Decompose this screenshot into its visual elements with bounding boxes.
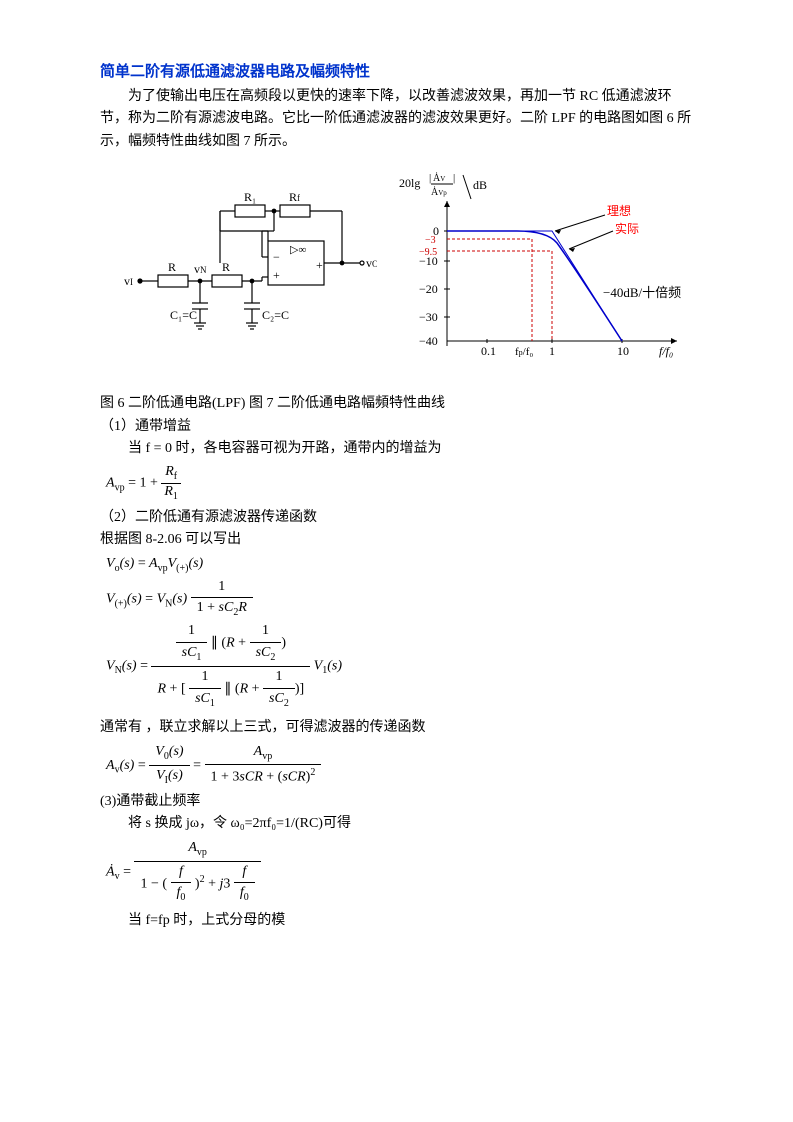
- doc-title: 简单二阶有源低通滤波器电路及幅频特性: [100, 60, 693, 84]
- svg-text:f/f₀: f/f₀: [659, 344, 673, 358]
- svg-text:−3: −3: [425, 235, 436, 246]
- figure-row: R₁ Rf vI R vN C₁=C R: [120, 171, 693, 371]
- svg-text:R: R: [222, 260, 230, 274]
- formula-avp: Avp = 1 + RfR1: [106, 464, 693, 503]
- svg-text:1: 1: [549, 344, 555, 358]
- section4-text: 将 s 换成 jω，令 ω₀=2πf₀=1/(RC)可得: [100, 813, 693, 835]
- svg-text:−10: −10: [419, 254, 438, 268]
- section4-label: (3)通带截止频率: [100, 791, 693, 813]
- svg-text:C₂=C: C₂=C: [262, 308, 289, 322]
- section1-label: （1）通带增益: [100, 416, 693, 438]
- svg-text:|: |: [453, 172, 455, 184]
- svg-text:10: 10: [617, 344, 629, 358]
- circuit-fig6: R₁ Rf vI R vN C₁=C R: [120, 191, 377, 351]
- section2-label: （2）二阶低通有源滤波器传递函数: [100, 507, 693, 529]
- svg-text:Rf: Rf: [289, 191, 300, 204]
- svg-text:C₁=C: C₁=C: [170, 308, 197, 322]
- svg-text:dB: dB: [473, 178, 487, 192]
- ann-ideal: 理想: [607, 203, 631, 218]
- figure-caption: 图 6 二阶低通电路(LPF) 图 7 二阶低通电路幅頻特性曲线: [100, 393, 693, 415]
- svg-text:vI: vI: [124, 274, 133, 288]
- svg-text:ȦV: ȦV: [433, 172, 445, 184]
- svg-text:ȦVp: ȦVp: [431, 186, 447, 198]
- svg-text:vO: vO: [366, 256, 377, 270]
- svg-text:+: +: [273, 268, 280, 282]
- svg-text:+: +: [316, 258, 323, 272]
- svg-text:▷∞: ▷∞: [290, 244, 306, 256]
- svg-text:−: −: [273, 250, 280, 264]
- ann-actual: 实际: [615, 221, 639, 236]
- section1-text: 当 f = 0 时，各电容器可视为开路，通带内的增益为: [100, 438, 693, 460]
- svg-text:fp/f₀: fp/f₀: [515, 346, 533, 358]
- svg-text:0.1: 0.1: [481, 344, 496, 358]
- formula-vplus: V(+)(s) = VN(s) 1 1 + sC2R: [106, 579, 693, 620]
- formula-av: Av(s) = V0(s)VI(s) = Avp 1 + 3sCR + (sCR…: [106, 744, 693, 787]
- intro-paragraph: 为了使输出电压在高频段以更快的速率下降，以改善滤波效果，再加一节 RC 低通滤波…: [100, 86, 693, 153]
- bode-fig7: 20lg | ȦV ȦVp | dB f/f₀ 0 −3 −9.5 −10 −2…: [397, 171, 693, 371]
- svg-text:vN: vN: [194, 262, 207, 276]
- section2-text: 根据图 8-2.06 可以写出: [100, 529, 693, 551]
- formula-vo: Vo(s) = AvpV(+)(s): [106, 556, 693, 575]
- svg-text:R₁: R₁: [244, 191, 256, 204]
- svg-text:−30: −30: [419, 310, 438, 324]
- svg-text:R: R: [168, 260, 176, 274]
- svg-text:−20: −20: [419, 282, 438, 296]
- svg-text:20lg: 20lg: [399, 176, 420, 190]
- svg-text:|: |: [429, 172, 431, 184]
- section5-text: 当 f=fp 时，上式分母的模: [100, 910, 693, 932]
- formula-avdot: Ȧv = Avp 1 − ( ff0 )2 + j3 ff0: [106, 840, 693, 904]
- ann-slope: −40dB/十倍频: [603, 285, 681, 300]
- svg-text:−40: −40: [419, 334, 438, 348]
- section3-text: 通常有 ，联立求解以上三式，可得滤波器的传递函数: [100, 717, 693, 739]
- formula-vn: VN(s) = 1sC1 ∥ (R + 1sC2) R + [ 1sC1 ∥ (…: [106, 623, 693, 709]
